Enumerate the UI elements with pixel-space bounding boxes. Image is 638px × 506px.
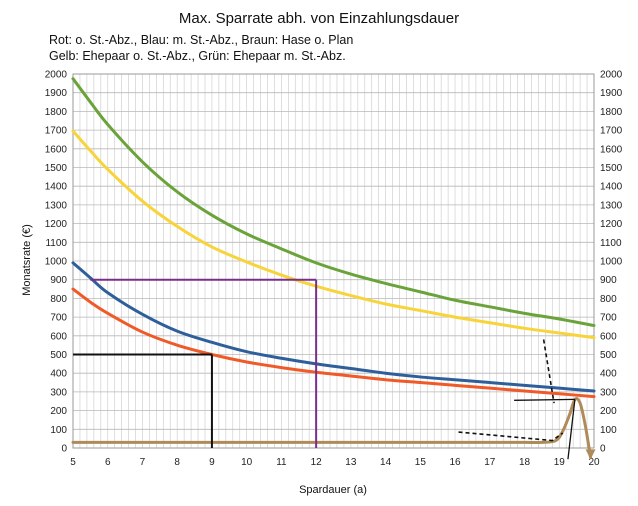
x-tick-label: 20 <box>588 457 600 468</box>
y-tick-label-left: 0 <box>61 444 67 455</box>
x-tick-label: 8 <box>174 457 180 468</box>
x-tick-label: 6 <box>105 457 111 468</box>
y-tick-label-left: 2000 <box>45 70 68 81</box>
y-tick-label-left: 1300 <box>45 200 68 211</box>
y-tick-label-right: 100 <box>600 425 617 436</box>
y-tick-label-right: 1500 <box>600 163 623 174</box>
y-tick-label-right: 600 <box>600 331 617 342</box>
x-tick-label: 12 <box>311 457 323 468</box>
series-line-4 <box>71 397 593 459</box>
x-tick-label: 9 <box>209 457 215 468</box>
x-tick-label: 13 <box>345 457 357 468</box>
y-tick-label-right: 1200 <box>600 219 623 230</box>
series-line-1 <box>71 129 596 340</box>
x-tick-label: 17 <box>484 457 496 468</box>
x-tick-label: 5 <box>70 457 76 468</box>
annotation-layer <box>73 278 576 460</box>
y-tick-label-right: 700 <box>600 313 617 324</box>
y-tick-label-right: 1100 <box>600 238 622 249</box>
series-layer <box>71 77 596 460</box>
plot-frame <box>72 73 595 449</box>
y-tick-label-left: 700 <box>50 313 67 324</box>
tangent-horizontal <box>514 398 575 401</box>
y-tick-label-left: 1200 <box>45 219 68 230</box>
chart-subtitle-line-1: Rot: o. St.-Abz., Blau: m. St.-Abz., Bra… <box>49 33 354 47</box>
x-tick-label: 14 <box>380 457 392 468</box>
y-tick-label-right: 900 <box>600 275 617 286</box>
y-tick-label-left: 300 <box>50 387 67 398</box>
y-tick-label-right: 800 <box>600 294 617 305</box>
y-tick-label-left: 1700 <box>45 126 68 137</box>
y-tick-label-left: 1500 <box>45 163 68 174</box>
x-tick-label: 19 <box>554 457 566 468</box>
y-tick-label-right: 1000 <box>600 257 623 268</box>
x-tick-label: 15 <box>415 457 427 468</box>
y-tick-label-right: 1800 <box>600 107 623 118</box>
x-tick-label: 16 <box>450 457 462 468</box>
y-tick-label-right: 400 <box>600 369 617 380</box>
chart-subtitle-line-2: Gelb: Ehepaar o. St.-Abz., Grün: Ehepaar… <box>49 49 346 63</box>
x-tick-label: 7 <box>140 457 146 468</box>
y-tick-label-right: 1400 <box>600 182 623 193</box>
y-tick-label-right: 2000 <box>600 70 623 81</box>
x-axis-label: Spardauer (a) <box>299 484 367 496</box>
series-line-0 <box>71 77 596 328</box>
dashed-line-upper <box>542 339 555 404</box>
y-tick-label-left: 100 <box>50 425 67 436</box>
axes-layer: 0 0 100 100 200 200 300 300 400 400 500 500 600 600 70… <box>45 70 623 469</box>
y-tick-label-right: 500 <box>600 350 617 361</box>
x-tick-label: 11 <box>276 457 287 468</box>
y-axis-label: Monatsrate (€) <box>21 224 33 296</box>
y-tick-label-left: 800 <box>50 294 67 305</box>
x-tick-label: 18 <box>519 457 531 468</box>
y-tick-label-right: 0 <box>600 444 606 455</box>
y-tick-label-left: 1100 <box>45 238 67 249</box>
y-tick-label-left: 200 <box>50 406 67 417</box>
y-tick-label-right: 1600 <box>600 144 623 155</box>
y-tick-label-left: 600 <box>50 331 67 342</box>
y-tick-label-left: 900 <box>50 275 67 286</box>
y-tick-label-left: 1600 <box>45 144 68 155</box>
y-tick-label-left: 400 <box>50 369 67 380</box>
x-tick-label: 10 <box>241 457 253 468</box>
y-tick-label-right: 1900 <box>600 88 623 99</box>
y-tick-label-left: 1800 <box>45 107 68 118</box>
y-tick-label-left: 1400 <box>45 182 68 193</box>
y-tick-label-right: 200 <box>600 406 617 417</box>
series-line-3 <box>71 287 596 399</box>
grid-layer <box>72 73 595 449</box>
y-tick-label-right: 1700 <box>600 126 623 137</box>
arrowhead <box>585 449 596 460</box>
dashed-line-lower <box>458 431 564 442</box>
tangent-steep <box>567 399 576 460</box>
y-tick-label-right: 1300 <box>600 200 623 211</box>
y-tick-label-left: 500 <box>50 350 67 361</box>
y-tick-label-left: 1000 <box>45 257 68 268</box>
chart-title: Max. Sparrate abh. von Einzahlungsdauer <box>178 10 460 27</box>
y-tick-label-right: 300 <box>600 387 617 398</box>
y-tick-label-left: 1900 <box>45 88 68 99</box>
